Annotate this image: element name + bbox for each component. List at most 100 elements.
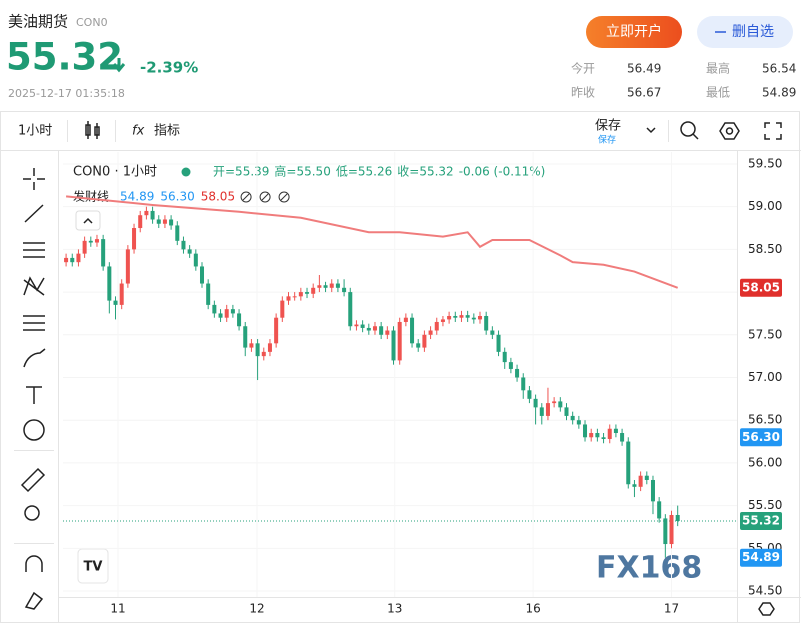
fib-tool[interactable] bbox=[23, 315, 45, 331]
price-tag bbox=[740, 511, 782, 530]
button-bg[interactable] bbox=[697, 16, 793, 48]
candle-body bbox=[397, 321, 402, 361]
hidden-icon bbox=[280, 193, 288, 201]
lock-tool[interactable] bbox=[24, 591, 44, 610]
price-tag bbox=[740, 548, 782, 567]
candle-body bbox=[459, 315, 464, 318]
stat-value: 56.49 bbox=[627, 62, 661, 76]
candle-body bbox=[447, 315, 452, 320]
candle-body bbox=[422, 334, 427, 348]
candle-body bbox=[335, 283, 340, 288]
timestamp: 2025-12-17 01:35:18 bbox=[8, 87, 125, 100]
ruler-tool[interactable] bbox=[20, 467, 46, 493]
legend-value: 高=55.50 bbox=[274, 164, 330, 179]
crosshair-tool[interactable] bbox=[23, 168, 45, 190]
candle-body bbox=[657, 501, 662, 519]
legend-indicator: 54.89 56.30 58.05 bbox=[120, 190, 290, 204]
save[interactable]: 保存 bbox=[595, 119, 621, 134]
candle-body bbox=[162, 219, 167, 224]
candle-body bbox=[403, 317, 408, 322]
chevron[interactable] bbox=[646, 127, 656, 134]
price-tag bbox=[740, 428, 782, 447]
settings-icon[interactable] bbox=[719, 122, 740, 140]
stat-value: 54.89 bbox=[762, 86, 796, 100]
emoji-tool[interactable] bbox=[23, 419, 45, 441]
candle-body bbox=[342, 287, 347, 293]
collapse-button[interactable] bbox=[75, 210, 101, 231]
candle-body bbox=[187, 249, 192, 254]
brush-tool[interactable] bbox=[23, 348, 46, 368]
hidden-icon bbox=[242, 193, 250, 201]
button-label[interactable]: 删自选 bbox=[732, 24, 774, 40]
indicator-value: 54.89 bbox=[120, 190, 154, 204]
remove-watchlist-button[interactable]: 删自选 bbox=[697, 16, 793, 48]
collapse-icon[interactable] bbox=[83, 217, 93, 224]
candle-body bbox=[360, 324, 365, 328]
fullscreen-icon[interactable] bbox=[764, 122, 782, 140]
candle-body bbox=[255, 343, 260, 357]
candle-body bbox=[76, 253, 81, 263]
candle-body bbox=[286, 296, 291, 301]
candle-body bbox=[181, 240, 186, 250]
candle-body bbox=[595, 433, 600, 438]
candle-body bbox=[230, 309, 235, 314]
candle-body bbox=[101, 239, 106, 267]
candle-body bbox=[533, 398, 538, 408]
candle-body bbox=[465, 315, 470, 318]
candle-body bbox=[267, 343, 272, 352]
candle-body bbox=[193, 253, 198, 267]
tv-logo-text: TV bbox=[84, 560, 103, 575]
indicator-line bbox=[65, 195, 679, 289]
channel-tool[interactable] bbox=[23, 242, 45, 258]
indicators[interactable]: 指标 bbox=[154, 124, 180, 139]
candle-body bbox=[243, 326, 248, 348]
line-tool[interactable] bbox=[24, 204, 44, 223]
frame bbox=[0, 111, 800, 623]
x-tick-label: 12 bbox=[249, 602, 264, 616]
fx-icon[interactable]: fx bbox=[132, 124, 145, 139]
candle-body bbox=[663, 518, 668, 545]
candle-body bbox=[613, 428, 618, 434]
text-tool[interactable] bbox=[26, 386, 42, 404]
magnet-tool[interactable] bbox=[25, 555, 43, 572]
candle-body bbox=[113, 300, 118, 305]
legend-ohlc: 开=55.39 高=55.50 低=55.26 收=55.32 -0.06 (-0.11… bbox=[213, 164, 545, 179]
candle-body bbox=[366, 327, 371, 331]
candle-body bbox=[669, 515, 674, 545]
candle-body bbox=[298, 292, 303, 297]
candle-body bbox=[502, 351, 507, 363]
candle-body bbox=[638, 475, 643, 487]
pattern-tool[interactable] bbox=[23, 276, 45, 296]
candle-body bbox=[305, 292, 310, 294]
chart-type-icon[interactable] bbox=[85, 121, 100, 139]
candle-body bbox=[274, 317, 279, 344]
candle-body bbox=[650, 479, 655, 502]
candle-body bbox=[385, 330, 390, 335]
candle-body bbox=[125, 249, 130, 284]
candle-body bbox=[410, 317, 415, 344]
candle-body bbox=[138, 215, 143, 229]
candle-body bbox=[391, 330, 396, 361]
stat-label: 今开 bbox=[571, 61, 595, 76]
alert-icon[interactable] bbox=[680, 121, 699, 140]
candle-body bbox=[484, 315, 489, 331]
indicator-value: 56.30 bbox=[160, 190, 194, 204]
candle-body bbox=[206, 283, 211, 305]
y-tick-label: 59.00 bbox=[748, 199, 782, 213]
price-tag-label: 58.05 bbox=[742, 280, 780, 294]
hidden-icon bbox=[261, 193, 269, 201]
candle-body bbox=[477, 315, 483, 320]
y-tick-label: 54.50 bbox=[748, 584, 782, 598]
open-account-button[interactable]: 立即开户 bbox=[586, 16, 682, 48]
interval[interactable]: 1小时 bbox=[18, 124, 52, 139]
button-bg[interactable] bbox=[586, 16, 682, 48]
candle-body bbox=[280, 300, 285, 318]
axis-settings-icon[interactable] bbox=[758, 602, 775, 616]
zoom-tool[interactable] bbox=[24, 505, 40, 521]
candle-body bbox=[521, 377, 526, 391]
stat-value: 56.54 bbox=[762, 62, 796, 76]
legend-value: 低=55.26 bbox=[336, 165, 392, 179]
candle-body bbox=[607, 428, 612, 439]
button-label[interactable]: 立即开户 bbox=[606, 23, 662, 40]
